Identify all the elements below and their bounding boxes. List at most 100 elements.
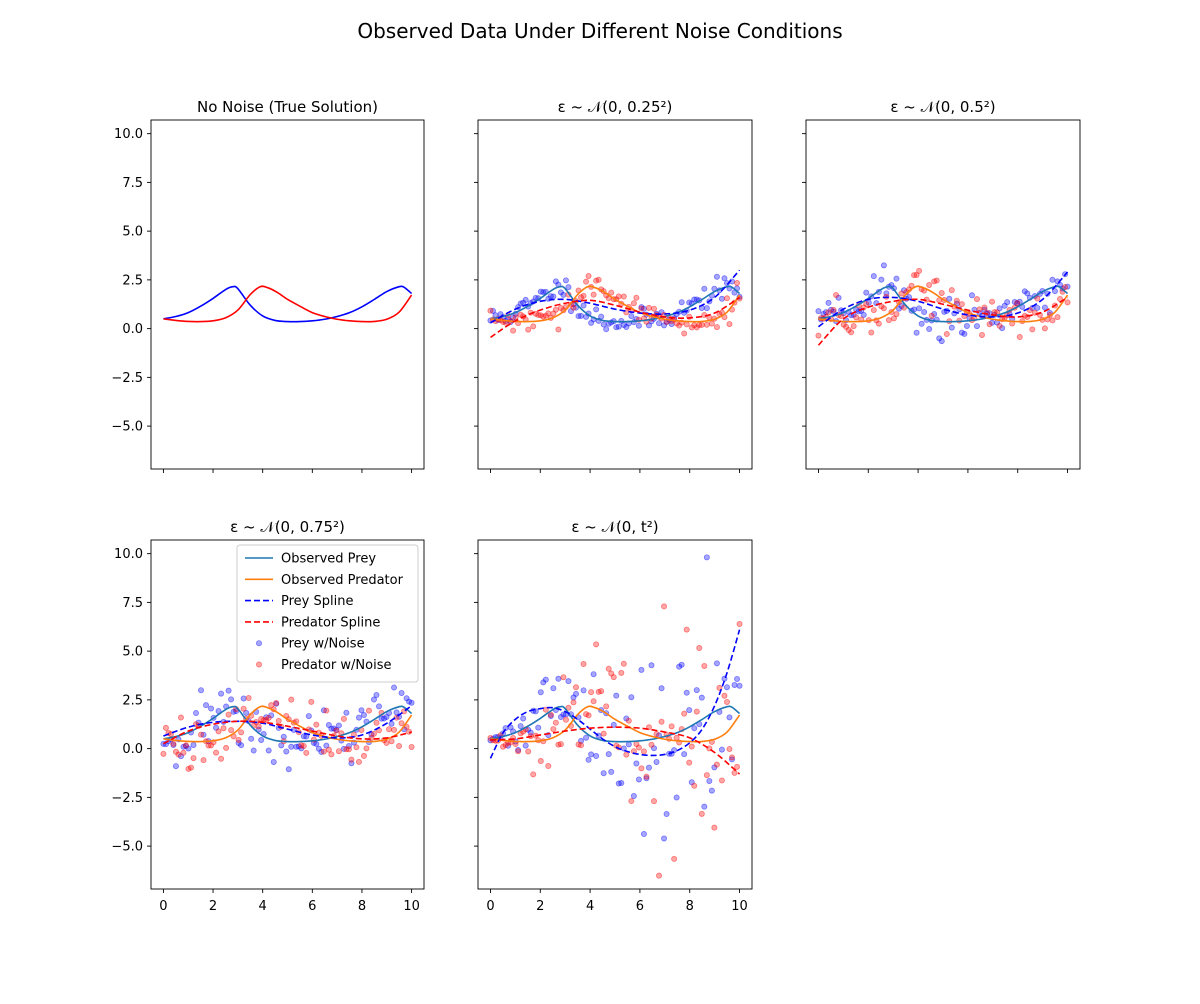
predator-noise-point — [583, 711, 590, 718]
y-tick-label: 2.5 — [122, 693, 143, 708]
predator-noise-point — [645, 304, 652, 311]
prey-noise-point — [573, 690, 580, 697]
predator-noise-point — [623, 751, 630, 758]
prey-noise-point — [560, 291, 567, 298]
prey-noise-point — [948, 324, 955, 331]
predator-noise-point — [605, 665, 612, 672]
prey-spline-line — [489, 629, 741, 759]
prey-noise-points — [160, 684, 415, 773]
predator-noise-point — [595, 276, 602, 283]
prey-noise-point — [698, 694, 705, 701]
predator-noise-point — [630, 300, 637, 307]
predator-noise-point — [263, 717, 270, 724]
prey-noise-point — [643, 775, 650, 782]
predator-noise-point — [396, 742, 403, 749]
prey-noise-point — [522, 742, 529, 749]
prey-noise-point — [618, 780, 625, 787]
predator-noise-point — [726, 321, 733, 328]
prey-noise-point — [288, 743, 295, 750]
predator-noise-point — [711, 824, 718, 831]
prey-noise-point — [203, 702, 210, 709]
prey-noise-point — [726, 714, 733, 721]
predator-noise-point — [487, 307, 494, 314]
x-tick-label: 4 — [586, 899, 594, 914]
subplot-title: ε ~ 𝒩(0, 0.5²) — [890, 98, 995, 116]
prey-noise-point — [703, 554, 710, 561]
predator-noise-point — [958, 301, 965, 308]
prey-noise-point — [613, 324, 620, 331]
axes-frame — [477, 119, 753, 470]
subplot-title: ε ~ 𝒩(0, t²) — [571, 518, 658, 536]
predator-noise-point — [928, 312, 935, 319]
predator-noise-point — [565, 704, 572, 711]
subplots: No Noise (True Solution) 10.0 7.5 5.0 2.5 0.0… — [111, 98, 1081, 914]
predator-noise-point — [608, 289, 615, 296]
prey-noise-point — [562, 277, 569, 284]
predator-noise-point — [633, 294, 640, 301]
y-tick-label: 10.0 — [114, 127, 143, 142]
prey-noise-point — [656, 320, 663, 327]
prey-noise-point — [515, 747, 522, 754]
predator-noise-point — [981, 304, 988, 311]
observed-predator-line — [163, 705, 413, 743]
prey-noise-point — [640, 831, 647, 838]
prey-noise-point — [691, 296, 698, 303]
predator-noise-point — [613, 742, 620, 749]
prey-noise-point — [208, 705, 215, 712]
predator-noise-point — [600, 730, 607, 737]
prey-noise-point — [828, 306, 835, 313]
predator-noise-point — [916, 267, 923, 274]
predator-noise-point — [643, 773, 650, 780]
subplot-3: ε ~ 𝒩(0, 0.5²) — [802, 98, 1081, 473]
predator-noise-point — [238, 729, 245, 736]
prey-noise-point — [298, 745, 305, 752]
prey-noise-point — [318, 748, 325, 755]
prey-noise-point — [403, 695, 410, 702]
prey-noise-point — [989, 319, 996, 326]
predator-noise-point — [545, 763, 552, 770]
prey-noise-point — [678, 661, 685, 668]
prey-noise-point — [686, 299, 693, 306]
prey-noise-point — [686, 707, 693, 714]
predator-noise-point — [708, 320, 715, 327]
predator-spline-line — [163, 720, 412, 745]
prey-noise-point — [228, 696, 235, 703]
predator-noise-point — [656, 872, 663, 879]
prey-noise-point — [683, 689, 690, 696]
predator-noise-point — [638, 305, 645, 312]
predator-noise-point — [683, 626, 690, 633]
prey-noise-point — [958, 329, 965, 336]
predator-noise-point — [1064, 299, 1071, 306]
predator-noise-point — [688, 743, 695, 750]
predator-noise-point — [590, 291, 597, 298]
prey-noise-point — [550, 685, 557, 692]
prey-noise-point — [630, 793, 637, 800]
predator-noise-point — [1049, 317, 1056, 324]
legend-label: Predator w/Noise — [281, 658, 392, 673]
prey-noise-point — [333, 727, 340, 734]
prey-noise-point — [567, 308, 574, 315]
prey-noise-point — [233, 708, 240, 715]
predator-noise-point — [170, 740, 177, 747]
prey-noise-point — [638, 666, 645, 673]
prey-noise-point — [393, 709, 400, 716]
predator-noise-point — [870, 307, 877, 314]
prey-noise-point — [1011, 298, 1018, 305]
predator-noise-point — [182, 742, 189, 749]
prey-noise-point — [1051, 288, 1058, 295]
predator-noise-point — [550, 726, 557, 733]
predator-noise-point — [943, 331, 950, 338]
prey-noise-point — [408, 699, 415, 706]
prey-noise-point — [931, 310, 938, 317]
predator-noise-point — [1034, 295, 1041, 302]
predator-noise-point — [953, 297, 960, 304]
predator-noise-point — [598, 688, 605, 695]
predator-noise-point — [320, 748, 327, 755]
predator-noise-point — [979, 331, 986, 338]
predator-noise-point — [525, 748, 532, 755]
y-tick-label: −2.5 — [111, 791, 143, 806]
predator-noise-point — [540, 313, 547, 320]
prey-noise-point — [1024, 290, 1031, 297]
predator-noise-point — [638, 765, 645, 772]
predator-noise-point — [275, 717, 282, 724]
